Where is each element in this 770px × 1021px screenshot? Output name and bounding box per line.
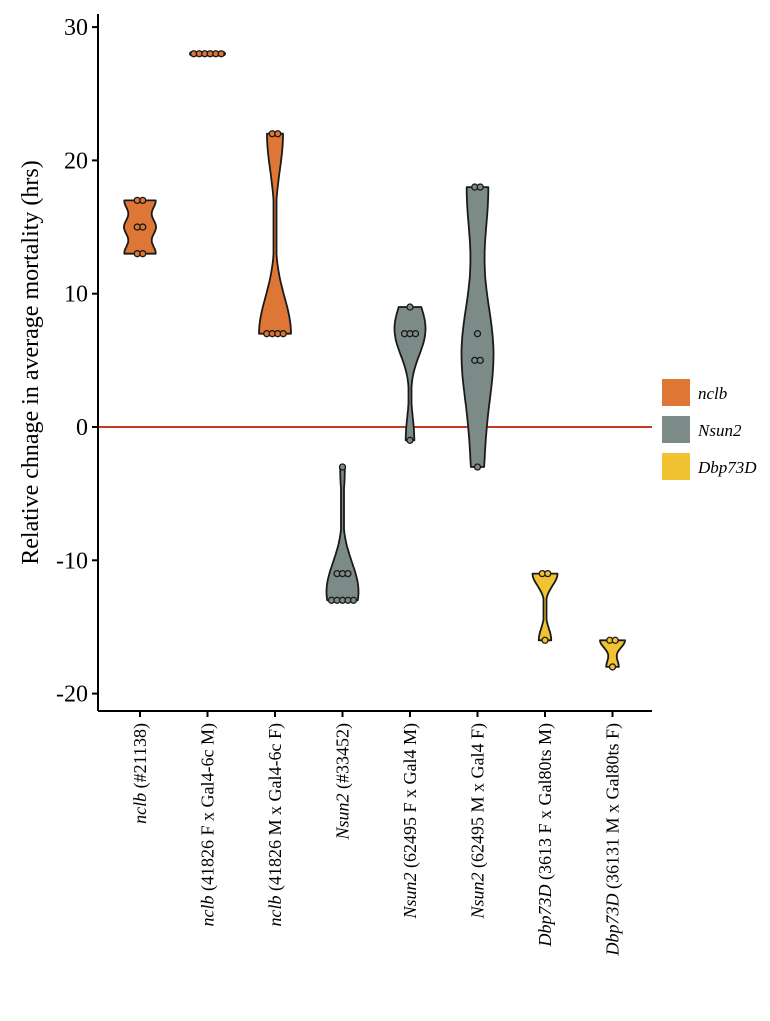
legend-label: nclb — [698, 384, 727, 403]
x-tick-label-detail: (#21138) — [130, 723, 151, 793]
x-tick-label: nclb (41826 F x Gal4-6c M) — [198, 723, 219, 926]
violin-group — [460, 183, 495, 471]
data-point — [473, 463, 482, 471]
x-tick-label: Dbp73D (3613 F x Gal80ts M) — [535, 723, 556, 948]
data-point — [349, 596, 358, 604]
data-point — [611, 636, 619, 644]
x-tick-label-gene: Dbp73D — [535, 885, 555, 948]
x-tick-label-detail: (62495 F x Gal4 M) — [400, 723, 421, 873]
data-point — [344, 569, 352, 578]
data-point — [406, 436, 414, 444]
y-tick-label: 0 — [76, 415, 88, 441]
x-tick-label-detail: (41826 F x Gal4-6c M) — [198, 723, 219, 895]
violin-body — [258, 132, 292, 335]
violin-group — [189, 50, 226, 58]
x-tick-label: nclb (#21138) — [130, 723, 151, 824]
violin-group — [123, 196, 157, 258]
data-point — [476, 183, 484, 191]
x-tick-label: Dbp73D (36131 M x Gal80ts F) — [603, 723, 624, 957]
legend-label: Nsun2 — [697, 421, 742, 440]
data-point — [544, 569, 552, 578]
x-tick-label: nclb (41826 M x Gal4-6c F) — [265, 723, 286, 926]
y-axis-title: Relative chnage in average mortality (hr… — [18, 160, 44, 565]
x-tick-label-gene: nclb — [198, 895, 218, 926]
data-point — [217, 50, 225, 58]
legend-item: Nsun2 — [662, 416, 742, 443]
axis-layer: 30 20 10 0 -10 -20 — [56, 14, 652, 717]
violin-body — [531, 572, 559, 642]
data-point — [406, 303, 414, 311]
violin-group — [531, 569, 559, 644]
data-point — [139, 196, 147, 205]
x-tick-label-gene: nclb — [130, 793, 150, 824]
legend-label: Dbp73D — [697, 458, 757, 477]
x-tick-label-detail: (3613 F x Gal80ts M) — [535, 723, 556, 885]
data-point — [541, 636, 549, 644]
data-point — [139, 223, 147, 231]
data-point — [338, 463, 347, 471]
violin-body — [393, 306, 427, 442]
legend-swatch — [662, 416, 690, 443]
data-point — [279, 330, 287, 338]
legend: nclb Nsun2 Dbp73D — [662, 379, 757, 480]
x-tick-label-detail: (62495 M x Gal4 F) — [468, 723, 489, 873]
x-tick-label: Nsun2 (#33452) — [333, 723, 354, 841]
data-point — [139, 250, 147, 258]
violin-group — [325, 463, 360, 604]
x-tick-label-gene: nclb — [265, 895, 285, 926]
violin-group — [393, 303, 427, 444]
x-tick-label-gene: Nsun2 — [400, 873, 420, 920]
data-point — [476, 356, 484, 365]
x-tick-label-gene: Nsun2 — [468, 873, 488, 920]
x-tick-label-detail: (41826 M x Gal4-6c F) — [265, 723, 286, 895]
legend-item: Dbp73D — [662, 453, 757, 480]
x-tick-label: Nsun2 (62495 F x Gal4 M) — [400, 723, 421, 920]
label-layer: Relative chnage in average mortality (hr… — [18, 160, 624, 956]
violin-group — [258, 130, 292, 338]
y-tick-label: 20 — [64, 148, 88, 174]
y-tick-label: 30 — [64, 15, 88, 41]
y-tick-label: -20 — [56, 682, 88, 708]
x-tick-label: Nsun2 (62495 M x Gal4 F) — [468, 723, 489, 920]
violin-body — [460, 186, 495, 468]
x-tick-label-gene: Nsun2 — [333, 794, 353, 841]
y-tick-label: 10 — [64, 282, 88, 308]
x-tick-label-detail: (36131 M x Gal80ts F) — [603, 723, 624, 894]
data-point — [274, 130, 282, 138]
x-tick-label-detail: (#33452) — [333, 723, 354, 794]
violin-body — [599, 639, 626, 668]
data-point — [473, 330, 482, 338]
legend-swatch — [662, 453, 690, 480]
y-tick-label: -10 — [56, 548, 88, 574]
violin-layer — [123, 50, 626, 671]
x-tick-label-gene: Dbp73D — [603, 894, 623, 957]
legend-swatch — [662, 379, 690, 406]
violin-body — [325, 466, 360, 602]
legend-item: nclb — [662, 379, 727, 406]
violin-group — [599, 636, 626, 671]
data-point — [411, 330, 420, 338]
data-point — [608, 663, 617, 671]
